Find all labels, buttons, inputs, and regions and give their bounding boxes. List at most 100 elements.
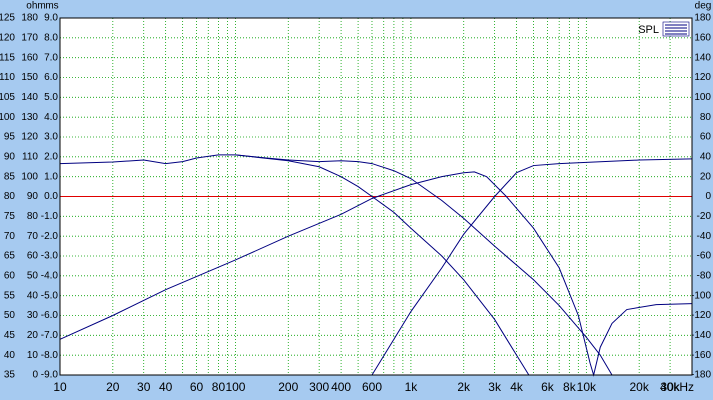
ohm-tick-label: 110 — [22, 151, 38, 162]
ms-tick-label: -3.0 — [41, 251, 59, 262]
y2-tick-label: -140 — [691, 330, 711, 341]
y-tick-label: 80 — [4, 191, 16, 202]
y2-tick-label: 120 — [694, 72, 711, 83]
curve — [371, 158, 693, 376]
curves — [59, 154, 693, 377]
x-tick-label: 60 — [190, 380, 204, 394]
y2-tick-label: -40 — [697, 231, 712, 242]
y-tick-label: 35 — [4, 370, 16, 381]
y-tick-label: 115 — [0, 52, 15, 63]
y-tick-label: 120 — [0, 32, 15, 43]
y2-tick-label: -180 — [691, 370, 711, 381]
x-tick-label: 300 — [309, 380, 329, 394]
x-tick-label: 4k — [510, 380, 524, 394]
x-tick-label: 100 — [225, 380, 245, 394]
x-tick-label: 8k — [563, 380, 577, 394]
y2-tick-label: -80 — [697, 270, 712, 281]
y-tick-label: 105 — [0, 92, 15, 103]
ms-tick-label: -6.0 — [41, 310, 59, 321]
y-tick-label: 60 — [4, 270, 16, 281]
x-tick-label: 2k — [457, 380, 471, 394]
x-tick-label: 400 — [331, 380, 351, 394]
y2-tick-label: 100 — [694, 92, 711, 103]
ms-tick-label: 4.0 — [44, 112, 58, 123]
ohm-tick-label: 170 — [21, 32, 38, 43]
ohm-tick-label: 120 — [21, 132, 38, 143]
ohm-tick-label: 40 — [27, 290, 39, 301]
y-tick-label: 95 — [4, 132, 16, 143]
y-tick-label: 50 — [4, 310, 16, 321]
y-tick-label: 75 — [4, 211, 16, 222]
y2-tick-label: -20 — [697, 211, 712, 222]
ohm-tick-label: 80 — [27, 211, 39, 222]
y2-tick-label: 40 — [700, 151, 712, 162]
ms-tick-label: 0.0 — [44, 191, 58, 202]
ohm-axis-label: ohm — [26, 1, 45, 12]
y-tick-label: 110 — [0, 72, 15, 83]
x-tick-label: 40kHz — [660, 380, 694, 394]
y2-tick-label: -120 — [691, 310, 711, 321]
curve — [235, 154, 530, 376]
ms-tick-label: -9.0 — [41, 370, 59, 381]
y2-tick-label: 160 — [694, 32, 711, 43]
ohm-tick-label: 130 — [21, 112, 38, 123]
y-tick-label: 125 — [0, 13, 15, 24]
y2-tick-label: -160 — [691, 350, 711, 361]
ohm-tick-label: 50 — [27, 270, 39, 281]
x-tick-label: 20 — [106, 380, 120, 394]
x-tick-label: 20k — [630, 380, 650, 394]
y-tick-label: 90 — [4, 151, 16, 162]
ms-axis-label: ms — [45, 1, 58, 12]
ohm-tick-label: 30 — [27, 310, 39, 321]
legend-label: SPL — [638, 24, 659, 36]
ohm-tick-label: 160 — [21, 52, 38, 63]
y2-tick-label: 140 — [694, 52, 711, 63]
y-tick-label: 45 — [4, 330, 16, 341]
ms-tick-label: 1.0 — [44, 171, 58, 182]
y-tick-label: 100 — [0, 112, 15, 123]
ms-tick-label: 5.0 — [44, 92, 58, 103]
x-tick-label: 10 — [53, 380, 67, 394]
y2-axis-label: deg — [695, 1, 712, 12]
x-tick-label: 30k — [660, 380, 680, 394]
y2-tick-label: -100 — [691, 290, 711, 301]
x-tick-label: 40 — [159, 380, 173, 394]
ohm-tick-label: 70 — [27, 231, 39, 242]
legend: SPL — [638, 21, 690, 37]
ohm-tick-label: 20 — [27, 330, 39, 341]
ohm-tick-label: 10 — [27, 350, 39, 361]
y-tick-label: 85 — [4, 171, 16, 182]
x-tick-label: 10k — [577, 380, 597, 394]
ms-tick-label: -4.0 — [41, 270, 59, 281]
ms-tick-label: -2.0 — [41, 231, 59, 242]
ms-tick-label: -1.0 — [41, 211, 59, 222]
ms-tick-label: -7.0 — [41, 330, 59, 341]
y2-tick-label: -60 — [697, 251, 712, 262]
y-tick-label: 70 — [4, 231, 16, 242]
ohm-tick-label: 60 — [27, 251, 39, 262]
x-tick-label: 80 — [212, 380, 226, 394]
ms-tick-label: 3.0 — [44, 132, 58, 143]
ohm-tick-label: 90 — [27, 191, 39, 202]
x-tick-label: 30 — [137, 380, 151, 394]
ms-tick-label: -5.0 — [41, 290, 59, 301]
y2-tick-label: 80 — [700, 112, 712, 123]
ms-tick-label: 7.0 — [44, 52, 58, 63]
x-tick-label: 6k — [541, 380, 555, 394]
y-tick-label: 65 — [4, 251, 16, 262]
ms-tick-label: 9.0 — [44, 13, 58, 24]
y-tick-label: 55 — [4, 290, 16, 301]
curve — [59, 154, 613, 376]
ohm-tick-label: 150 — [21, 72, 38, 83]
y2-tick-label: 0 — [705, 191, 711, 202]
ms-tick-label: 2.0 — [44, 151, 58, 162]
y-tick-label: 40 — [4, 350, 16, 361]
x-tick-label: 200 — [278, 380, 298, 394]
ohm-tick-label: 100 — [21, 171, 38, 182]
ms-tick-label: -8.0 — [41, 350, 59, 361]
y2-tick-label: 60 — [700, 132, 712, 143]
x-tick-label: 3k — [488, 380, 502, 394]
ohm-tick-label: 140 — [21, 92, 38, 103]
ohm-tick-label: 0 — [32, 370, 38, 381]
